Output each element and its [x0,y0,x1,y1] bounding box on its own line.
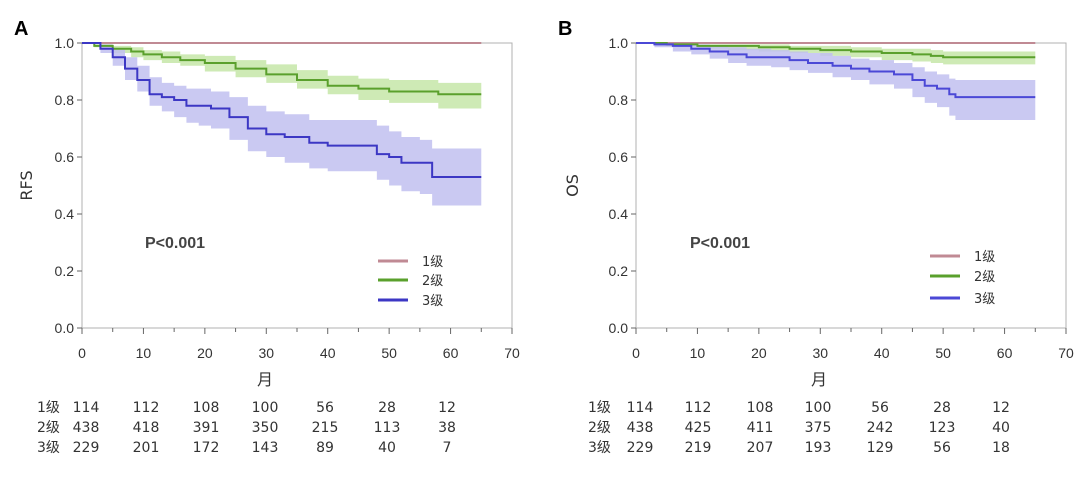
risk-value: 28 [933,400,951,416]
risk-value: 112 [685,400,712,416]
risk-value: 100 [252,400,279,416]
x-tick-label: 40 [874,345,890,361]
x-tick-label: 70 [504,345,520,361]
risk-row-label: 2级 [588,420,611,436]
survival-curve-3 [636,42,1036,99]
risk-value: 201 [133,440,160,456]
p-value-annotation: P<0.001 [145,235,205,252]
legend-label: 3级 [422,294,443,309]
panel-label: B [558,18,572,40]
x-tick-label: 30 [258,345,274,361]
x-tick-label: 40 [320,345,336,361]
risk-value: 56 [933,440,951,456]
legend-label: 2级 [974,270,995,285]
x-tick-label: 10 [136,345,152,361]
y-tick-label: 0.6 [55,149,75,165]
risk-value: 129 [867,440,894,456]
risk-value: 56 [316,400,334,416]
x-tick-label: 50 [381,345,397,361]
risk-row-label: 3级 [588,440,611,456]
x-tick-label: 60 [443,345,459,361]
panel-label: A [14,18,28,40]
risk-value: 391 [193,420,220,436]
x-tick-label: 0 [78,345,86,361]
risk-value: 114 [73,400,100,416]
risk-value: 375 [805,420,832,436]
y-axis-title: RFS [17,170,36,200]
x-tick-label: 50 [935,345,951,361]
x-tick-label: 30 [812,345,828,361]
risk-value: 12 [438,400,456,416]
risk-value: 418 [133,420,160,436]
risk-value: 38 [438,420,456,436]
risk-value: 100 [805,400,832,416]
risk-value: 229 [627,440,654,456]
risk-row-label: 1级 [37,400,60,416]
x-tick-label: 10 [690,345,706,361]
risk-value: 229 [73,440,100,456]
risk-value: 350 [252,420,279,436]
risk-value: 114 [627,400,654,416]
risk-value: 108 [193,400,220,416]
risk-value: 108 [747,400,774,416]
legend-label: 1级 [422,255,443,270]
survival-curve-3 [82,42,482,178]
risk-value: 207 [747,440,774,456]
risk-value: 12 [992,400,1010,416]
x-tick-label: 70 [1058,345,1074,361]
x-tick-label: 20 [751,345,767,361]
risk-value: 40 [378,440,396,456]
x-axis-title: 月 [811,370,827,389]
risk-value: 28 [378,400,396,416]
risk-value: 112 [133,400,160,416]
risk-row-label: 3级 [37,440,60,456]
risk-value: 411 [747,420,774,436]
legend-label: 2级 [422,274,443,289]
risk-value: 123 [929,420,956,436]
survival-curve-2 [636,42,1036,59]
risk-value: 56 [871,400,889,416]
y-tick-label: 0.0 [609,320,629,336]
x-axis-title: 月 [257,370,273,389]
ci-band-3 [82,43,482,206]
risk-value: 143 [252,440,279,456]
risk-value: 113 [374,420,401,436]
risk-value: 219 [685,440,712,456]
y-tick-label: 0.0 [55,320,75,336]
risk-value: 425 [685,420,712,436]
legend-label: 3级 [974,292,995,307]
y-tick-label: 1.0 [55,35,75,51]
y-tick-label: 0.2 [55,263,75,279]
y-tick-label: 0.8 [609,92,629,108]
ci-band-3 [636,43,1036,120]
risk-value: 438 [73,420,100,436]
y-tick-label: 0.6 [609,149,629,165]
y-tick-label: 0.4 [55,206,75,222]
y-axis-title: OS [563,174,582,197]
risk-value: 193 [805,440,832,456]
risk-value: 215 [312,420,339,436]
x-tick-label: 20 [197,345,213,361]
risk-value: 242 [867,420,894,436]
y-tick-label: 0.4 [609,206,629,222]
risk-value: 172 [193,440,220,456]
x-tick-label: 60 [997,345,1013,361]
risk-value: 89 [316,440,334,456]
y-tick-label: 0.2 [609,263,629,279]
risk-row-label: 1级 [588,400,611,416]
survival-curve-2 [82,42,482,96]
legend-label: 1级 [974,250,995,265]
risk-value: 18 [992,440,1010,456]
risk-value: 438 [627,420,654,436]
x-tick-label: 0 [632,345,640,361]
risk-row-label: 2级 [37,420,60,436]
risk-value: 40 [992,420,1010,436]
p-value-annotation: P<0.001 [690,235,750,252]
risk-value: 7 [443,440,452,456]
y-tick-label: 1.0 [609,35,629,51]
y-tick-label: 0.8 [55,92,75,108]
